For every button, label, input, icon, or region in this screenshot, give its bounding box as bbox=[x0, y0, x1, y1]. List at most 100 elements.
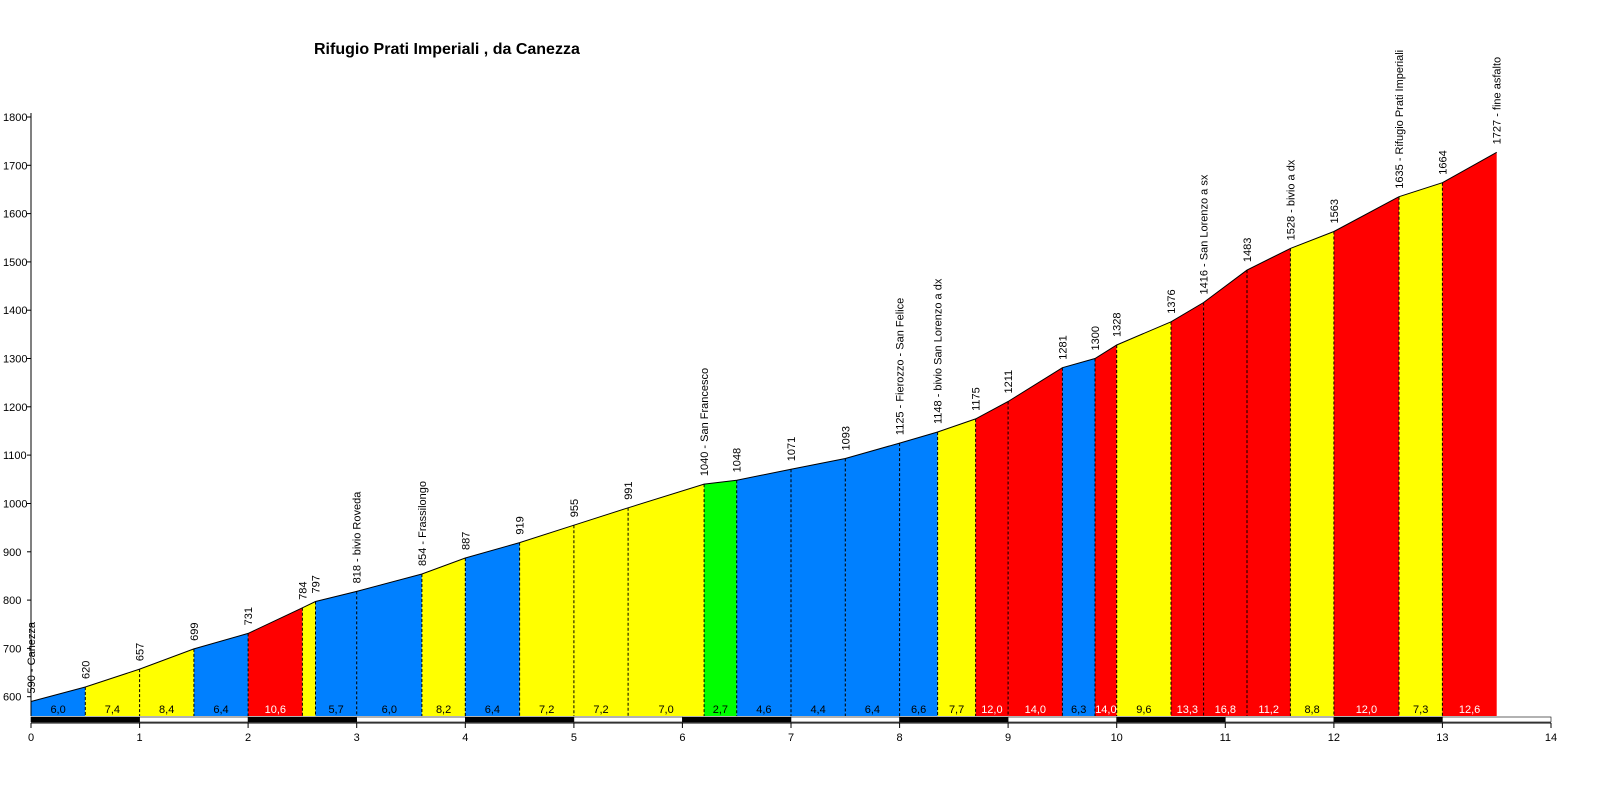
grade-label: 4,4 bbox=[810, 704, 825, 716]
y-tick-label: 1500 bbox=[3, 257, 27, 269]
scale-bar-segment bbox=[1007, 716, 1117, 723]
segment-fill bbox=[1203, 270, 1247, 716]
y-tick-label: 1300 bbox=[3, 354, 27, 366]
point-label: 818 - bivio Roveda bbox=[352, 491, 364, 584]
segment-fill bbox=[519, 525, 574, 716]
segment-fill bbox=[1062, 358, 1095, 716]
x-tick-label: 10 bbox=[1111, 732, 1123, 744]
segment-fill bbox=[975, 401, 1009, 716]
point-label: 1071 bbox=[786, 437, 798, 461]
segment-fill bbox=[628, 484, 705, 716]
segment-fill bbox=[736, 469, 791, 716]
grade-label: 10,6 bbox=[265, 704, 286, 716]
y-tick-label: 1600 bbox=[3, 209, 27, 221]
point-label: 1635 - Rifugio Prati Imperiali bbox=[1394, 50, 1406, 189]
point-label: 620 bbox=[80, 661, 92, 679]
y-tick-label: 1000 bbox=[3, 499, 27, 511]
segment-fill bbox=[248, 607, 303, 716]
x-tick-label: 12 bbox=[1328, 732, 1340, 744]
segment-fill bbox=[302, 601, 316, 716]
segment-fill bbox=[1290, 231, 1334, 716]
profile-fills bbox=[31, 152, 1497, 717]
y-tick-label: 800 bbox=[3, 595, 21, 607]
point-label: 1048 bbox=[732, 448, 744, 472]
grade-label: 14,0 bbox=[1025, 704, 1046, 716]
point-label: 919 bbox=[515, 516, 527, 534]
segment-fill bbox=[139, 648, 194, 716]
grade-label: 7,4 bbox=[105, 704, 120, 716]
x-tick-label: 0 bbox=[28, 732, 34, 744]
point-label: 1300 bbox=[1090, 326, 1102, 350]
grade-label: 6,4 bbox=[213, 704, 228, 716]
grade-label: 6,4 bbox=[865, 704, 880, 716]
point-label: 731 bbox=[243, 607, 255, 625]
grade-label: 4,6 bbox=[756, 704, 771, 716]
grade-label: 16,8 bbox=[1215, 704, 1236, 716]
segment-fill bbox=[356, 574, 422, 716]
x-tick-label: 2 bbox=[245, 732, 251, 744]
y-tick-label: 600 bbox=[3, 692, 21, 704]
grade-label: 7,7 bbox=[949, 704, 964, 716]
x-tick-label: 7 bbox=[788, 732, 794, 744]
grade-label: 12,6 bbox=[1459, 704, 1480, 716]
point-label: 1040 - San Francesco bbox=[699, 368, 711, 476]
point-label: 1093 bbox=[840, 426, 852, 450]
grade-label: 7,0 bbox=[658, 704, 673, 716]
scale-bar-segment bbox=[899, 716, 1009, 723]
x-tick-label: 14 bbox=[1545, 732, 1557, 744]
scale-bar-segment bbox=[1116, 716, 1226, 723]
point-label: 1125 - Fierozzo - San Felice bbox=[895, 298, 907, 435]
grade-label: 9,6 bbox=[1136, 704, 1151, 716]
segment-fill bbox=[31, 687, 86, 716]
scale-bar-segment bbox=[573, 716, 683, 723]
x-axis: 0 1 2 3 4 5 6 7 8 9 10 11 12 13 14 bbox=[28, 722, 1557, 744]
x-tick-label: 11 bbox=[1220, 732, 1231, 744]
point-label: 1664 bbox=[1437, 150, 1449, 174]
point-label: 1281 bbox=[1057, 335, 1069, 359]
point-label: 784 bbox=[297, 581, 309, 599]
x-tick-label: 13 bbox=[1436, 732, 1448, 744]
point-label: 887 bbox=[460, 532, 472, 550]
segment-dividers bbox=[84, 182, 1443, 716]
segment-fill bbox=[845, 443, 900, 716]
point-label: 1727 - fine asfalto bbox=[1492, 57, 1504, 144]
segment-fill bbox=[573, 507, 629, 716]
profile-line bbox=[30, 151, 1497, 702]
scale-bar-segment bbox=[464, 716, 575, 723]
y-tick-label: 700 bbox=[3, 643, 21, 655]
grade-label: 2,7 bbox=[713, 704, 728, 716]
scale-bar-segment bbox=[790, 716, 900, 723]
x-tick-label: 6 bbox=[679, 732, 685, 744]
y-axis: 1800 1700 1600 1500 1400 1300 1200 1100 1000 900 8… bbox=[3, 112, 32, 716]
grade-label: 12,0 bbox=[1356, 704, 1377, 716]
point-label: 991 bbox=[623, 481, 635, 499]
point-label: 1563 bbox=[1329, 199, 1341, 223]
grade-label: 13,3 bbox=[1177, 704, 1198, 716]
segment-fill bbox=[1399, 182, 1443, 716]
segment-fill bbox=[1171, 302, 1204, 716]
grade-label: 8,4 bbox=[159, 704, 174, 716]
grade-label: 12,0 bbox=[981, 704, 1002, 716]
grade-label: 7,2 bbox=[593, 704, 608, 716]
scale-bar-segment bbox=[1333, 716, 1443, 723]
grade-label: 6,0 bbox=[382, 704, 397, 716]
y-tick-label: 1800 bbox=[3, 112, 27, 124]
x-tick-label: 8 bbox=[897, 732, 903, 744]
segment-fill bbox=[1333, 196, 1399, 716]
segment-fill bbox=[465, 542, 520, 716]
grade-label: 8,2 bbox=[436, 704, 451, 716]
grade-labels: 6,0 7,4 8,4 6,4 10,6 5,7 6,0 8,2 6,4 7,2 7,2 7,0 2,7… bbox=[50, 704, 1480, 716]
scale-bar-segment bbox=[1225, 716, 1335, 723]
y-tick-label: 1100 bbox=[3, 450, 27, 462]
segment-fill bbox=[791, 458, 846, 716]
segment-fill bbox=[899, 432, 938, 716]
segment-fill bbox=[421, 558, 466, 716]
grade-label: 5,7 bbox=[328, 704, 343, 716]
y-tick-label: 1200 bbox=[3, 402, 27, 414]
point-labels: 590 - Canezza 620 657 699 731 784 797 818 - biv… bbox=[26, 50, 1504, 694]
point-label: 1528 - bivio a dx bbox=[1285, 159, 1297, 240]
point-label: 590 - Canezza bbox=[26, 621, 38, 693]
grade-label: 11,2 bbox=[1258, 704, 1279, 716]
point-label: 797 bbox=[311, 575, 323, 593]
